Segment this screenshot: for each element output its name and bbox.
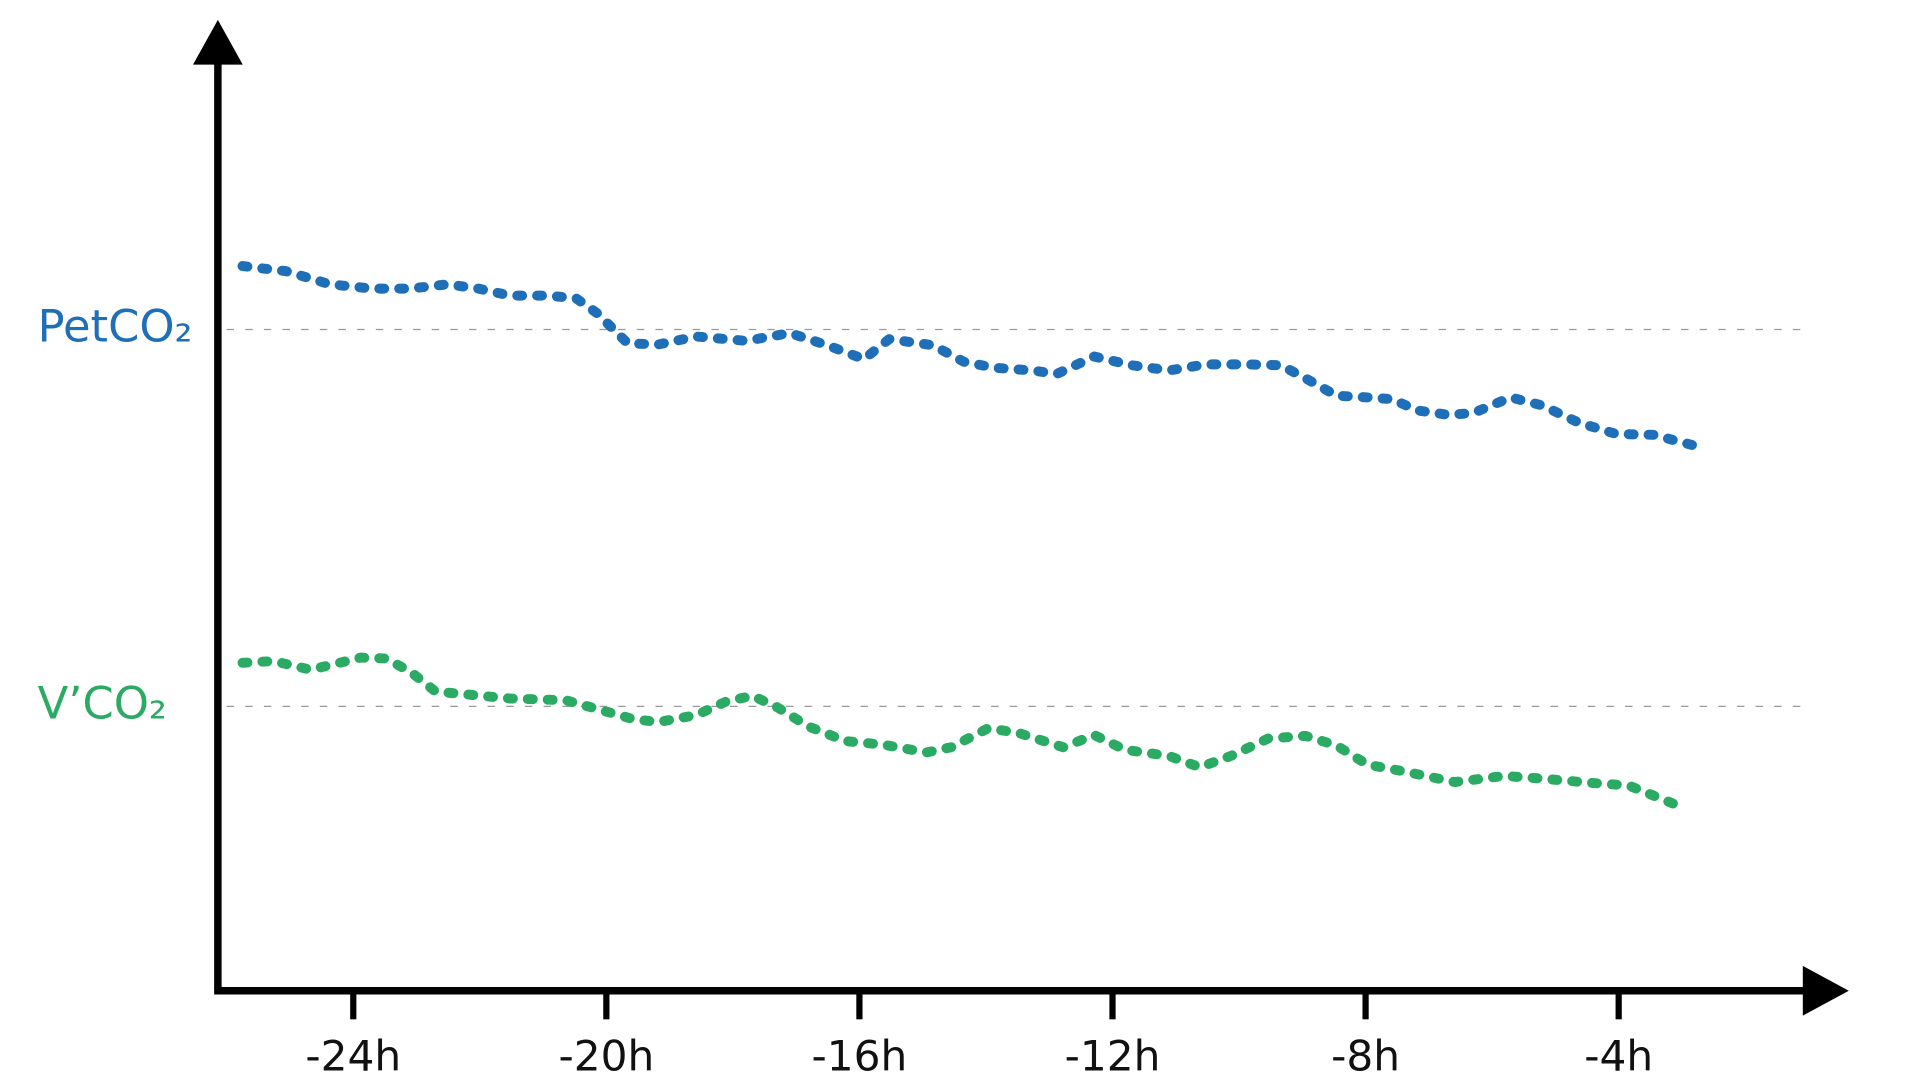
series-label: PetCO₂ (38, 300, 193, 353)
x-tick-label: -20h (558, 1032, 654, 1079)
series-label: V’CO₂ (38, 676, 167, 729)
x-tick-label: -8h (1331, 1032, 1400, 1079)
series-line (237, 261, 1699, 451)
x-tick-label: -24h (305, 1032, 401, 1079)
y-axis-arrow (193, 19, 243, 65)
x-tick-label: -12h (1065, 1032, 1161, 1079)
x-tick-label: -4h (1584, 1032, 1653, 1079)
x-tick-label: -16h (812, 1032, 908, 1079)
x-axis-arrow (1802, 965, 1849, 1016)
series-line (237, 652, 1681, 810)
